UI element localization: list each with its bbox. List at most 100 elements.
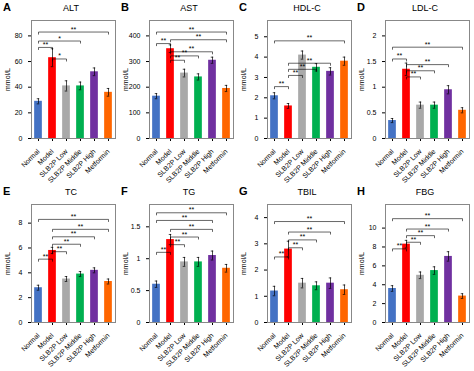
svg-text:**: ** — [425, 212, 431, 219]
svg-text:Metformin: Metformin — [438, 332, 465, 359]
svg-text:10: 10 — [369, 224, 377, 231]
svg-text:**: ** — [71, 230, 77, 237]
svg-text:100: 100 — [129, 109, 141, 116]
svg-text:2: 2 — [255, 266, 259, 273]
svg-text:**: ** — [300, 63, 306, 70]
svg-text:3: 3 — [255, 240, 259, 247]
svg-text:300: 300 — [129, 58, 141, 65]
svg-text:Normal: Normal — [374, 147, 395, 168]
svg-text:mmol/L: mmol/L — [240, 252, 247, 275]
svg-text:**: ** — [189, 206, 195, 213]
svg-text:Metformin: Metformin — [320, 332, 347, 359]
svg-text:**: ** — [57, 245, 63, 252]
svg-text:Normal: Normal — [256, 147, 277, 168]
svg-text:2: 2 — [373, 300, 377, 307]
svg-text:Metformin: Metformin — [84, 332, 111, 359]
svg-text:*: * — [58, 35, 61, 42]
svg-text:8: 8 — [19, 219, 23, 226]
svg-text:Metformin: Metformin — [320, 148, 347, 175]
svg-text:1: 1 — [137, 255, 141, 262]
svg-text:0: 0 — [19, 135, 23, 142]
svg-text:**: ** — [307, 34, 313, 41]
svg-text:mmol/L: mmol/L — [358, 252, 365, 275]
svg-text:**: ** — [161, 246, 167, 253]
svg-text:**: ** — [182, 49, 188, 56]
svg-text:**: ** — [293, 69, 299, 76]
svg-text:8: 8 — [373, 243, 377, 250]
svg-text:3: 3 — [255, 74, 259, 81]
svg-text:**: ** — [293, 241, 299, 248]
svg-text:0: 0 — [19, 319, 23, 326]
svg-text:Normal: Normal — [20, 147, 41, 168]
svg-text:mmol/L: mmol/L — [240, 68, 247, 91]
svg-text:**: ** — [189, 45, 195, 52]
svg-text:**: ** — [418, 64, 424, 71]
svg-text:**: ** — [64, 238, 70, 245]
svg-text:400: 400 — [129, 32, 141, 39]
svg-text:Normal: Normal — [20, 331, 41, 352]
svg-text:mmol/L: mmol/L — [122, 68, 129, 91]
svg-text:200: 200 — [129, 83, 141, 90]
svg-text:**: ** — [397, 242, 403, 249]
svg-text:4: 4 — [373, 281, 377, 288]
svg-text:**: ** — [397, 52, 403, 59]
svg-text:**: ** — [425, 41, 431, 48]
svg-text:**: ** — [161, 37, 167, 44]
svg-text:**: ** — [175, 238, 181, 245]
svg-text:mmol/L: mmol/L — [4, 252, 11, 275]
svg-text:0: 0 — [137, 135, 141, 142]
svg-text:**: ** — [411, 236, 417, 243]
svg-text:**: ** — [307, 57, 313, 64]
svg-text:4: 4 — [255, 214, 259, 221]
svg-text:**: ** — [43, 41, 49, 48]
svg-text:20: 20 — [15, 109, 23, 116]
svg-text:Normal: Normal — [374, 331, 395, 352]
svg-text:1: 1 — [255, 293, 259, 300]
svg-text:1: 1 — [255, 114, 259, 121]
svg-text:2: 2 — [19, 294, 23, 301]
svg-text:**: ** — [196, 33, 202, 40]
svg-text:80: 80 — [15, 32, 23, 39]
svg-text:*: * — [58, 52, 61, 59]
svg-text:**: ** — [307, 226, 313, 233]
svg-text:Metformin: Metformin — [438, 148, 465, 175]
svg-text:**: ** — [418, 229, 424, 236]
svg-text:6: 6 — [19, 244, 23, 251]
svg-text:**: ** — [279, 250, 285, 257]
svg-text:5: 5 — [255, 33, 259, 40]
svg-text:mmol/L: mmol/L — [358, 68, 365, 91]
svg-text:Metformin: Metformin — [202, 332, 229, 359]
svg-text:Metformin: Metformin — [84, 148, 111, 175]
svg-text:mmol/L: mmol/L — [122, 252, 129, 275]
svg-text:0: 0 — [255, 319, 259, 326]
svg-text:**: ** — [43, 253, 49, 260]
svg-text:**: ** — [182, 231, 188, 238]
svg-text:Normal: Normal — [256, 331, 277, 352]
svg-text:0: 0 — [373, 135, 377, 142]
svg-text:4: 4 — [255, 53, 259, 60]
svg-text:**: ** — [71, 213, 77, 220]
svg-text:0.5: 0.5 — [131, 287, 141, 294]
svg-text:**: ** — [78, 223, 84, 230]
svg-text:0.5: 0.5 — [367, 109, 377, 116]
svg-text:0: 0 — [373, 319, 377, 326]
svg-text:**: ** — [425, 223, 431, 230]
svg-text:Metformin: Metformin — [202, 148, 229, 175]
svg-text:2: 2 — [255, 94, 259, 101]
svg-text:4: 4 — [19, 269, 23, 276]
svg-text:1.5: 1.5 — [367, 58, 377, 65]
svg-text:2: 2 — [373, 32, 377, 39]
svg-text:**: ** — [175, 54, 181, 61]
svg-text:**: ** — [425, 58, 431, 65]
svg-text:6: 6 — [373, 262, 377, 269]
svg-text:0: 0 — [137, 319, 141, 326]
svg-text:**: ** — [71, 26, 77, 33]
svg-text:Normal: Normal — [138, 331, 159, 352]
svg-text:mmol/L: mmol/L — [4, 68, 11, 91]
svg-text:**: ** — [189, 223, 195, 230]
svg-text:0: 0 — [255, 135, 259, 142]
svg-text:40: 40 — [15, 83, 23, 90]
svg-text:**: ** — [300, 233, 306, 240]
svg-text:**: ** — [189, 26, 195, 33]
svg-text:**: ** — [279, 80, 285, 87]
